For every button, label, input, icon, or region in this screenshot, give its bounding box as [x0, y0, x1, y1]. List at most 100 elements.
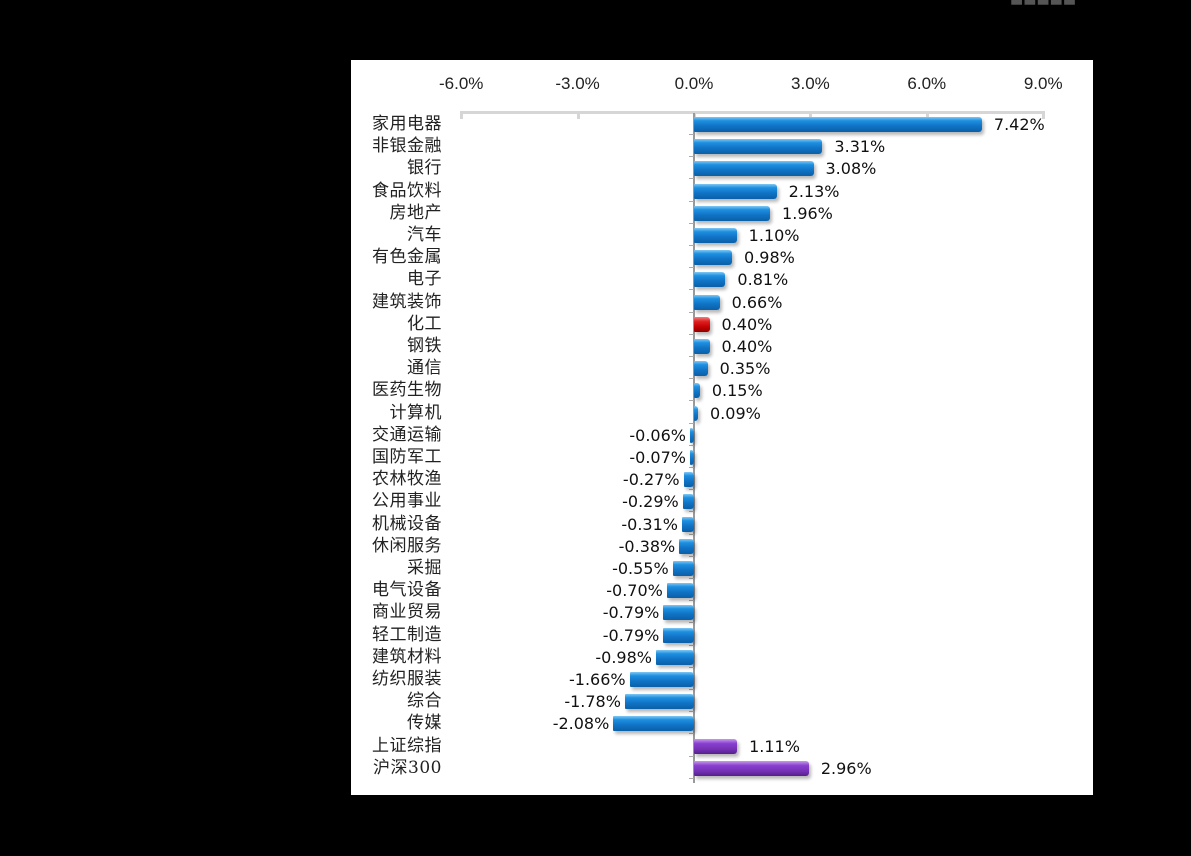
bar-blue [690, 450, 694, 465]
bar-row: 商业贸易 -0.79% [351, 601, 1093, 624]
bar-row: 机械设备 -0.31% [351, 513, 1093, 535]
value-label: 0.81% [737, 270, 789, 290]
zero-axis-line [693, 113, 695, 783]
value-label: 3.31% [834, 137, 886, 157]
value-label: 1.10% [748, 226, 800, 245]
bar-blue [666, 583, 694, 599]
bar-blue [694, 205, 771, 221]
bar-row: 农林牧渔 -0.27% [351, 468, 1093, 491]
x-axis-line [461, 111, 1044, 114]
y-axis-tick [689, 356, 694, 357]
bar-blue [613, 716, 694, 732]
bar-row: 计算机 0.09% [351, 402, 1093, 424]
bar-blue [694, 272, 726, 288]
category-label: 建筑装饰 [372, 291, 442, 312]
category-label: 采掘 [407, 558, 442, 578]
category-label: 建筑材料 [372, 646, 442, 667]
bar-blue [629, 672, 694, 687]
y-axis-tick [689, 644, 694, 646]
value-label: -0.29% [622, 492, 679, 512]
bar-row: 上证综指 1.11% [351, 735, 1093, 757]
y-axis-tick [689, 267, 694, 269]
category-label: 有色金属 [372, 247, 442, 268]
category-label: 房地产 [389, 202, 442, 223]
bar-row: 采掘 -0.55% [351, 557, 1093, 579]
x-axis-tick-label: -3.0% [555, 74, 600, 93]
bar-blue [694, 250, 733, 266]
y-axis-tick [689, 666, 694, 668]
y-axis-tick [689, 622, 694, 624]
value-label: -0.06% [629, 425, 686, 445]
bar-row: 交通运输 -0.06% [351, 424, 1093, 446]
bar-blue [655, 649, 694, 665]
bar-blue [694, 161, 814, 177]
bar-row: 轻工制造 -0.79% [351, 624, 1093, 646]
category-label: 非银金融 [372, 136, 442, 157]
category-label: 计算机 [389, 402, 442, 423]
value-label: 1.96% [782, 203, 833, 223]
bar-row: 通信 0.35% [351, 357, 1093, 380]
value-label: 0.40% [721, 314, 773, 334]
bar-row: 房地产 1.96% [351, 202, 1093, 224]
category-label: 休闲服务 [372, 535, 442, 556]
category-label: 商业贸易 [372, 602, 442, 623]
value-label: -0.55% [612, 559, 669, 578]
bar-row: 食品饮料 2.13% [351, 180, 1093, 202]
y-axis-tick [689, 134, 694, 135]
bar-blue [663, 627, 694, 643]
bar-purple [694, 760, 809, 776]
y-axis-tick [689, 555, 694, 557]
y-axis-tick [689, 733, 694, 735]
bar-blue [694, 228, 737, 243]
y-axis-tick [689, 777, 694, 779]
bar-blue [672, 561, 694, 576]
y-axis-tick [689, 600, 694, 602]
bar-row: 化工 0.40% [351, 313, 1093, 335]
value-label: 0.98% [744, 248, 795, 268]
value-label: -0.79% [602, 625, 660, 645]
category-label: 银行 [407, 158, 442, 179]
bar-row: 综合 -1.78% [351, 690, 1093, 713]
y-axis-tick [689, 156, 694, 158]
category-label: 机械设备 [372, 513, 442, 534]
bar-blue [694, 139, 823, 155]
bar-blue [681, 516, 694, 532]
y-axis-tick [689, 511, 694, 513]
bar-blue [694, 405, 698, 421]
bar-row: 纺织服装 -1.66% [351, 668, 1093, 690]
value-label: 0.35% [719, 359, 771, 379]
value-label: -0.70% [606, 581, 663, 601]
y-axis-tick [689, 422, 694, 424]
y-axis-tick [689, 489, 694, 491]
bar-row: 电子 0.81% [351, 268, 1093, 291]
bar-row: 有色金属 0.98% [351, 246, 1093, 269]
category-label: 食品饮料 [372, 180, 442, 201]
category-label: 综合 [407, 691, 442, 712]
category-label: 上证综指 [372, 735, 442, 756]
y-axis-tick [689, 711, 694, 713]
y-axis-tick [689, 378, 694, 380]
y-axis-tick [689, 333, 694, 335]
category-label: 农林牧渔 [372, 469, 442, 490]
value-label: -2.08% [552, 714, 610, 734]
category-label: 沪深300 [373, 757, 442, 778]
bar-row: 传媒 -2.08% [351, 712, 1093, 735]
value-label: 0.66% [731, 292, 783, 312]
value-label: -1.66% [568, 670, 626, 689]
value-label: -0.27% [622, 470, 680, 490]
category-label: 电气设备 [372, 580, 442, 601]
bar-blue [663, 605, 694, 621]
value-label: 1.11% [749, 736, 800, 756]
bar-blue [690, 427, 694, 443]
truncated-header-text: ■■■■■ [1010, 0, 1076, 5]
bar-row: 医药生物 0.15% [351, 379, 1093, 402]
category-label: 交通运输 [372, 424, 442, 445]
bar-row: 家用电器 7.42% [351, 113, 1093, 135]
bar-blue [694, 361, 708, 377]
bar-row: 建筑材料 -0.98% [351, 646, 1093, 668]
value-label: 0.40% [721, 337, 773, 356]
y-axis-tick [689, 533, 694, 535]
value-label: 2.96% [820, 758, 872, 778]
y-axis-tick [689, 311, 694, 313]
bar-blue [694, 183, 777, 199]
